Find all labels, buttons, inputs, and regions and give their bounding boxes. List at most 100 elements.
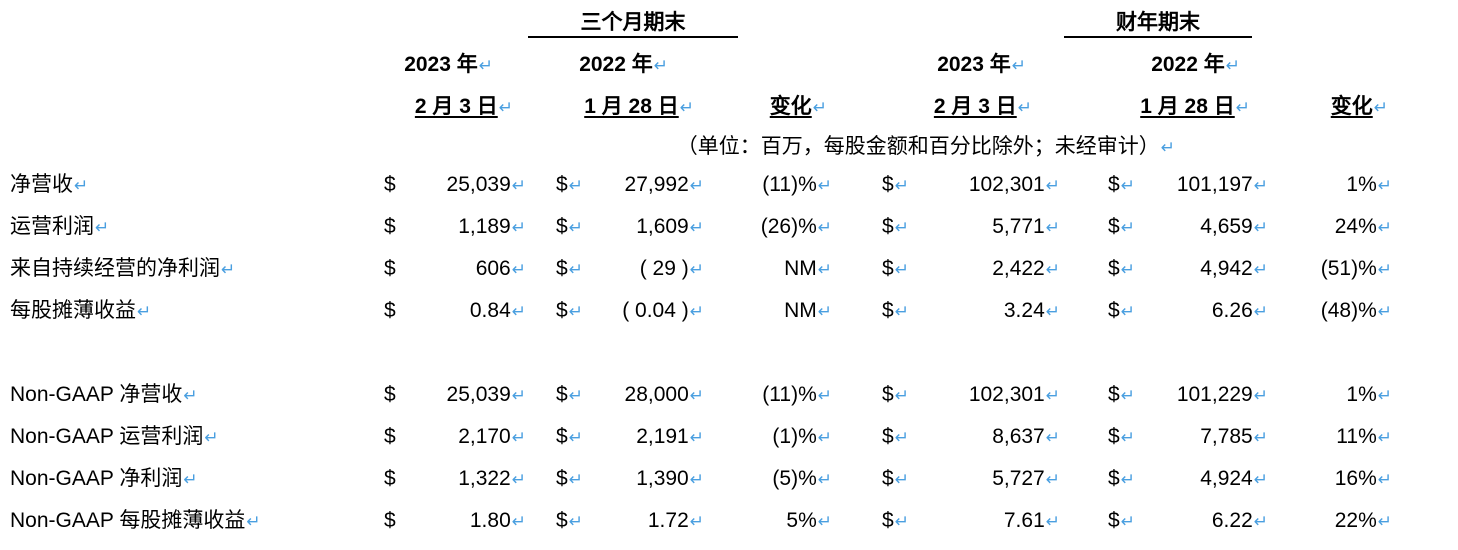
currency-symbol: $ xyxy=(384,509,396,532)
cell-qchg: (11)%↵ xyxy=(762,383,832,406)
cell-fy2023: 8,637↵ xyxy=(992,425,1060,448)
paragraph-mark-icon: ↵ xyxy=(1120,302,1135,321)
paragraph-mark-icon: ↵ xyxy=(183,470,198,489)
cell-fy2022: 101,229↵ xyxy=(1176,383,1268,406)
currency-symbol: $↵ xyxy=(1108,299,1135,322)
col-header-q2023-year: 2023 年↵ xyxy=(404,53,493,76)
row-label: 净营收↵ xyxy=(10,173,89,196)
paragraph-mark-icon: ↵ xyxy=(498,98,513,117)
paragraph-mark-icon: ↵ xyxy=(1253,470,1268,489)
paragraph-mark-icon: ↵ xyxy=(1120,218,1135,237)
cell-q2022: 1,609↵ xyxy=(636,215,704,238)
currency-symbol: $↵ xyxy=(1108,467,1135,490)
currency-symbol: $ xyxy=(384,173,396,196)
paragraph-mark-icon: ↵ xyxy=(817,512,832,531)
cell-fy2023: 7.61↵ xyxy=(1003,509,1060,532)
cell-fy2023: 102,301↵ xyxy=(968,383,1060,406)
row-label: Non-GAAP 运营利润↵ xyxy=(10,425,219,448)
paragraph-mark-icon: ↵ xyxy=(689,512,704,531)
cell-q2023: 0.84↵ xyxy=(469,299,526,322)
paragraph-mark-icon: ↵ xyxy=(1225,56,1240,75)
currency-symbol: $↵ xyxy=(556,299,583,322)
paragraph-mark-icon: ↵ xyxy=(1045,512,1060,531)
paragraph-mark-icon: ↵ xyxy=(689,302,704,321)
cell-fy2022: 4,942↵ xyxy=(1200,257,1268,280)
paragraph-mark-icon: ↵ xyxy=(1377,218,1392,237)
currency-symbol: $ xyxy=(384,425,396,448)
col-header-q2023-date: 2 月 3 日↵ xyxy=(414,95,513,118)
paragraph-mark-icon: ↵ xyxy=(1160,138,1175,157)
cell-q2022: 28,000↵ xyxy=(624,383,704,406)
currency-symbol: $↵ xyxy=(882,425,909,448)
paragraph-mark-icon: ↵ xyxy=(689,470,704,489)
cell-fy2023: 3.24↵ xyxy=(1003,299,1060,322)
row-label: 来自持续经营的净利润↵ xyxy=(10,257,236,280)
paragraph-mark-icon: ↵ xyxy=(204,428,219,447)
paragraph-mark-icon: ↵ xyxy=(817,218,832,237)
paragraph-mark-icon: ↵ xyxy=(511,302,526,321)
cell-fy2022: 6.22↵ xyxy=(1211,509,1268,532)
cell-fychg: (51)%↵ xyxy=(1320,257,1392,280)
paragraph-mark-icon: ↵ xyxy=(894,176,909,195)
paragraph-mark-icon: ↵ xyxy=(689,176,704,195)
paragraph-mark-icon: ↵ xyxy=(817,386,832,405)
currency-symbol: $↵ xyxy=(882,509,909,532)
cell-fy2023: 5,771↵ xyxy=(992,215,1060,238)
paragraph-mark-icon: ↵ xyxy=(1377,302,1392,321)
cell-qchg: (5)%↵ xyxy=(772,467,832,490)
paragraph-mark-icon: ↵ xyxy=(689,260,704,279)
paragraph-mark-icon: ↵ xyxy=(817,260,832,279)
paragraph-mark-icon: ↵ xyxy=(1377,260,1392,279)
currency-symbol: $↵ xyxy=(1108,383,1135,406)
row-label: Non-GAAP 净利润↵ xyxy=(10,467,198,490)
paragraph-mark-icon: ↵ xyxy=(1011,56,1026,75)
currency-symbol: $ xyxy=(384,467,396,490)
cell-qchg: (26)%↵ xyxy=(760,215,832,238)
cell-q2023: 1,322↵ xyxy=(458,467,526,490)
cell-q2022: ( 0.04 )↵ xyxy=(622,299,704,322)
paragraph-mark-icon: ↵ xyxy=(1120,176,1135,195)
currency-symbol: $↵ xyxy=(1108,215,1135,238)
col-header-q2022-date: 1 月 28 日↵ xyxy=(584,95,694,118)
paragraph-mark-icon: ↵ xyxy=(1377,176,1392,195)
paragraph-mark-icon: ↵ xyxy=(1377,470,1392,489)
paragraph-mark-icon: ↵ xyxy=(568,218,583,237)
row-label: Non-GAAP 每股摊薄收益↵ xyxy=(10,509,261,532)
cell-q2023: 1,189↵ xyxy=(458,215,526,238)
cell-fy2023: 102,301↵ xyxy=(968,173,1060,196)
paragraph-mark-icon: ↵ xyxy=(894,218,909,237)
cell-q2022: 2,191↵ xyxy=(636,425,704,448)
paragraph-mark-icon: ↵ xyxy=(689,218,704,237)
currency-symbol: $↵ xyxy=(1108,509,1135,532)
paragraph-mark-icon: ↵ xyxy=(1253,218,1268,237)
cell-fy2022: 4,924↵ xyxy=(1200,467,1268,490)
paragraph-mark-icon: ↵ xyxy=(511,470,526,489)
cell-fychg: 22%↵ xyxy=(1334,509,1392,532)
currency-symbol: $↵ xyxy=(556,215,583,238)
cell-fy2022: 7,785↵ xyxy=(1200,425,1268,448)
currency-symbol: $ xyxy=(384,257,396,280)
paragraph-mark-icon: ↵ xyxy=(1253,428,1268,447)
paragraph-mark-icon: ↵ xyxy=(894,512,909,531)
cell-fychg: 11%↵ xyxy=(1336,425,1392,448)
cell-fychg: (48)%↵ xyxy=(1320,299,1392,322)
group-rule-quarter xyxy=(528,36,738,38)
paragraph-mark-icon: ↵ xyxy=(812,98,827,117)
paragraph-mark-icon: ↵ xyxy=(1235,98,1250,117)
cell-q2023: 1.80↵ xyxy=(469,509,526,532)
paragraph-mark-icon: ↵ xyxy=(1045,260,1060,279)
col-header-fy2023-year: 2023 年↵ xyxy=(937,53,1026,76)
cell-q2022: 1,390↵ xyxy=(636,467,704,490)
paragraph-mark-icon: ↵ xyxy=(246,512,261,531)
paragraph-mark-icon: ↵ xyxy=(511,218,526,237)
paragraph-mark-icon: ↵ xyxy=(1045,428,1060,447)
row-label: Non-GAAP 净营收↵ xyxy=(10,383,198,406)
paragraph-mark-icon: ↵ xyxy=(1045,386,1060,405)
cell-qchg: NM↵ xyxy=(784,299,832,322)
paragraph-mark-icon: ↵ xyxy=(568,470,583,489)
paragraph-mark-icon: ↵ xyxy=(511,176,526,195)
paragraph-mark-icon: ↵ xyxy=(511,386,526,405)
cell-q2022: 27,992↵ xyxy=(624,173,704,196)
cell-q2022: 1.72↵ xyxy=(647,509,704,532)
group-rule-fiscal-year xyxy=(1064,36,1252,38)
